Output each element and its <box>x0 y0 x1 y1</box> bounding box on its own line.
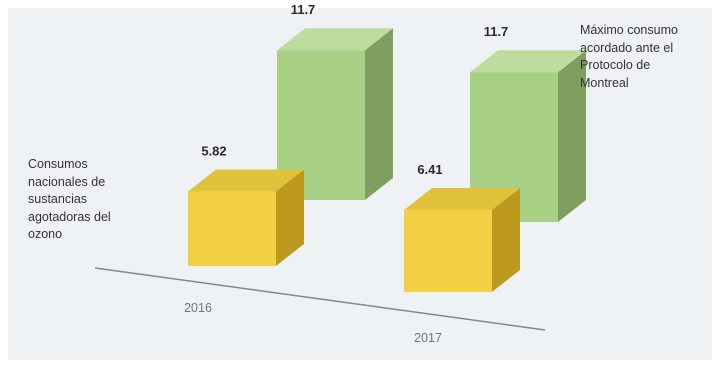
x-tick-label-2016: 2016 <box>184 301 212 315</box>
value-label-montreal-max-2016: 11.7 <box>291 2 316 17</box>
bar-top-national-consumption-2016 <box>188 169 304 192</box>
value-label-national-consumption-2016: 5.82 <box>201 144 226 159</box>
legend-label-national-consumption: Consumos nacionales de sustancias agotad… <box>28 157 111 241</box>
bar-side-national-consumption-2016 <box>276 169 304 266</box>
bar-side-montreal-max-2017 <box>558 50 586 222</box>
value-label-national-consumption-2017: 6.41 <box>417 162 442 177</box>
bar-top-montreal-max-2016 <box>277 28 393 51</box>
legend-label-montreal-max: Máximo consumo acordado ante el Protocol… <box>580 23 678 90</box>
bar-montreal-max-2016 <box>277 28 393 200</box>
bar-top-montreal-max-2017 <box>470 50 586 73</box>
bar-top-national-consumption-2017 <box>404 187 520 210</box>
value-label-montreal-max-2017: 11.7 <box>484 24 509 39</box>
x-tick-label-2017: 2017 <box>414 331 442 345</box>
bar-side-montreal-max-2016 <box>365 28 393 200</box>
bar-front-national-consumption-2017 <box>404 209 492 292</box>
bars-layer <box>188 28 586 292</box>
bar-national-consumption-2017 <box>404 187 520 292</box>
bar-side-national-consumption-2017 <box>492 187 520 292</box>
labels-layer: 11.7 11.7 5.82 6.41 <box>201 2 508 177</box>
bar-front-national-consumption-2016 <box>188 191 276 266</box>
axis-layer: 2016 2017 <box>94 267 546 345</box>
bar-national-consumption-2016 <box>188 169 304 266</box>
x-axis-line <box>94 267 546 331</box>
